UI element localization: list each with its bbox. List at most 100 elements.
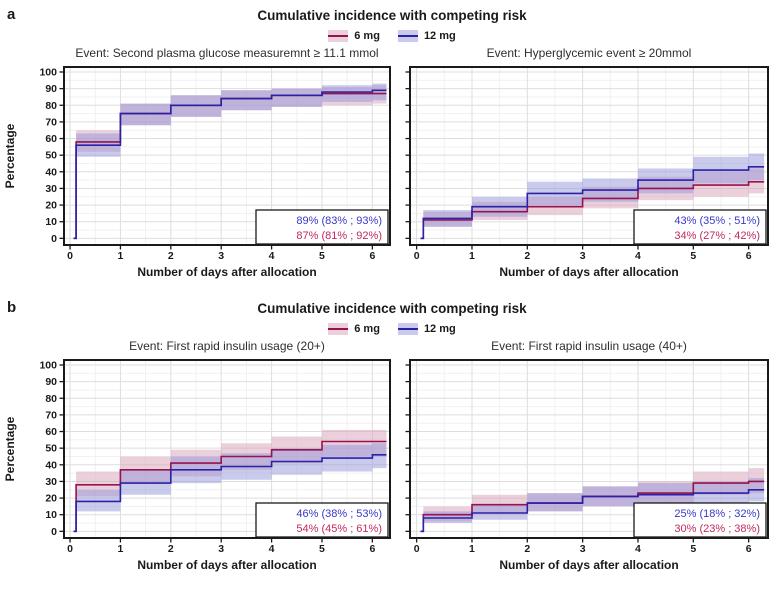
x-tick-label: 4 xyxy=(635,543,641,555)
annotation-text-blue: 89% (83% ; 93%) xyxy=(296,215,382,227)
y-tick-label: 50 xyxy=(45,150,57,162)
x-axis-title: Number of days after allocation xyxy=(137,265,316,279)
x-tick-label: 2 xyxy=(168,250,174,262)
plot-frame xyxy=(63,66,391,246)
x-tick-label: 5 xyxy=(319,250,325,262)
y-tick-label: 80 xyxy=(45,100,57,112)
panel-title: Event: Hyperglycemic event ≥ 20mmol xyxy=(487,46,692,60)
panels-row-b: Event: First rapid insulin usage (20+) 0 1… xyxy=(0,338,784,576)
y-tick-label: 40 xyxy=(45,166,57,178)
section-label-b: b xyxy=(7,299,17,316)
legend-swatch-6mg-icon xyxy=(328,30,349,42)
annotation-box: 43% (35% ; 51%) 34% (27% ; 42%) xyxy=(633,209,767,245)
y-tick-label: 60 xyxy=(45,426,57,438)
axis-ticks xyxy=(405,364,750,543)
step-line-blue xyxy=(420,166,765,240)
annotation-text-blue: 43% (35% ; 51%) xyxy=(674,215,760,227)
x-tick-label: 3 xyxy=(218,250,224,262)
legend-label-12mg: 12 mg xyxy=(423,323,456,335)
x-tick-label: 0 xyxy=(67,543,73,555)
plot-frame xyxy=(409,359,769,539)
annotation-text-red: 54% (45% ; 61%) xyxy=(296,523,382,535)
x-tick-label: 3 xyxy=(580,250,586,262)
section-b: b Cumulative incidence with competing ri… xyxy=(0,297,784,576)
y-tick-label: 10 xyxy=(45,216,57,228)
x-tick-label: 0 xyxy=(414,543,420,555)
step-lines xyxy=(420,480,765,533)
x-tick-label: 5 xyxy=(690,543,696,555)
y-tick-label: 0 xyxy=(51,233,57,245)
axis-ticks xyxy=(405,71,750,250)
chart-a-left: Event: Second plasma glucose measuremnt … xyxy=(3,46,391,279)
x-tick-label: 6 xyxy=(746,543,752,555)
x-tick-label: 1 xyxy=(118,250,124,262)
annotation-text-red: 30% (23% ; 38%) xyxy=(674,523,760,535)
y-tick-label: 20 xyxy=(45,200,57,212)
step-lines xyxy=(73,89,387,240)
axis-ticks xyxy=(59,364,374,543)
annotation-text-blue: 46% (38% ; 53%) xyxy=(296,508,382,520)
section-a: a Cumulative incidence with competing ri… xyxy=(0,4,784,283)
x-tick-label: 4 xyxy=(269,543,275,555)
y-tick-label: 90 xyxy=(45,376,57,388)
y-tick-label: 20 xyxy=(45,493,57,505)
confidence-band-blue xyxy=(76,443,387,512)
y-tick-label: 80 xyxy=(45,393,57,405)
confidence-band-blue xyxy=(76,83,387,157)
axis-ticks xyxy=(59,71,374,250)
step-lines xyxy=(420,166,765,240)
confidence-bands xyxy=(423,468,765,523)
x-tick-label: 4 xyxy=(635,250,641,262)
x-tick-label: 1 xyxy=(469,250,475,262)
y-tick-label: 100 xyxy=(39,359,57,371)
swatch-line xyxy=(328,35,349,37)
plot-frame xyxy=(409,66,769,246)
y-tick-label: 40 xyxy=(45,459,57,471)
annotation-text-red: 87% (81% ; 92%) xyxy=(296,230,382,242)
legend-item-6mg: 6 mg xyxy=(328,323,380,335)
y-tick-label: 30 xyxy=(45,476,57,488)
legend-label-12mg: 12 mg xyxy=(423,30,456,42)
x-tick-label: 3 xyxy=(580,543,586,555)
legend-item-6mg: 6 mg xyxy=(328,30,380,42)
y-tick-label: 70 xyxy=(45,409,57,421)
x-tick-label: 5 xyxy=(319,543,325,555)
chart-b-left: Event: First rapid insulin usage (20+) 0 1… xyxy=(3,339,391,572)
swatch-line xyxy=(397,35,418,37)
y-axis-title: Percentage xyxy=(3,123,17,188)
legend-label-6mg: 6 mg xyxy=(354,323,380,335)
figure-title-a: Cumulative incidence with competing risk xyxy=(257,8,527,23)
x-tick-label: 6 xyxy=(369,250,375,262)
y-tick-label: 10 xyxy=(45,509,57,521)
legend-swatch-12mg-icon xyxy=(397,323,418,335)
x-tick-label: 1 xyxy=(469,543,475,555)
x-tick-label: 6 xyxy=(746,250,752,262)
confidence-bands xyxy=(76,429,387,512)
step-line-blue xyxy=(73,454,387,533)
section-label-a: a xyxy=(7,6,16,23)
y-tick-label: 30 xyxy=(45,183,57,195)
y-tick-label: 70 xyxy=(45,116,57,128)
y-tick-label: 0 xyxy=(51,526,57,538)
legend-item-12mg: 12 mg xyxy=(397,30,456,42)
chart-b-right: Event: First rapid insulin usage (40+) 0 1… xyxy=(405,339,769,572)
figure-page: a Cumulative incidence with competing ri… xyxy=(0,4,784,576)
step-line-red xyxy=(420,181,765,240)
legend-b: 6 mg 12 mg xyxy=(0,321,784,337)
x-tick-label: 0 xyxy=(414,250,420,262)
plot-frame xyxy=(63,359,391,539)
figure-title-b: Cumulative incidence with competing risk xyxy=(257,301,527,316)
swatch-line xyxy=(328,328,349,330)
x-tick-label: 2 xyxy=(168,543,174,555)
y-axis-title: Percentage xyxy=(3,416,17,481)
y-tick-label: 50 xyxy=(45,443,57,455)
annotation-box: 25% (18% ; 32%) 30% (23% ; 38%) xyxy=(633,502,767,538)
annotation-box: 89% (83% ; 93%) 87% (81% ; 92%) xyxy=(255,209,389,245)
y-tick-label: 100 xyxy=(39,66,57,78)
panel-title: Event: Second plasma glucose measuremnt … xyxy=(75,46,378,60)
x-tick-label: 6 xyxy=(369,543,375,555)
legend-item-12mg: 12 mg xyxy=(397,323,456,335)
x-axis-title: Number of days after allocation xyxy=(499,558,678,572)
x-tick-label: 0 xyxy=(67,250,73,262)
